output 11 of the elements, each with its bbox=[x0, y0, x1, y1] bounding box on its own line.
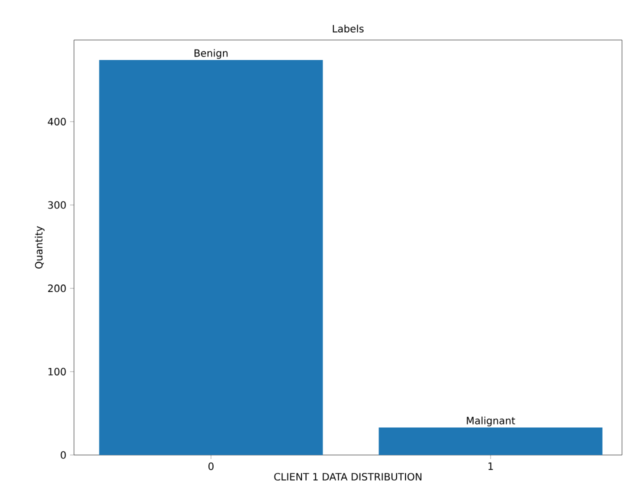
x-tick-label: 1 bbox=[488, 462, 493, 470]
y-axis-title: Quantity bbox=[34, 226, 45, 269]
x-axis-title: CLIENT 1 DATA DISTRIBUTION bbox=[274, 472, 422, 481]
annotation: Malignant bbox=[466, 416, 516, 426]
y-tick-label: 400 bbox=[48, 118, 66, 126]
chart-title: Labels bbox=[332, 24, 364, 32]
y-tick-label: 100 bbox=[48, 368, 66, 376]
y-tick-label: 300 bbox=[48, 201, 66, 209]
y-tick-label: 0 bbox=[60, 451, 66, 459]
annotation: Benign bbox=[194, 49, 228, 59]
y-tick-label: 200 bbox=[48, 284, 66, 292]
